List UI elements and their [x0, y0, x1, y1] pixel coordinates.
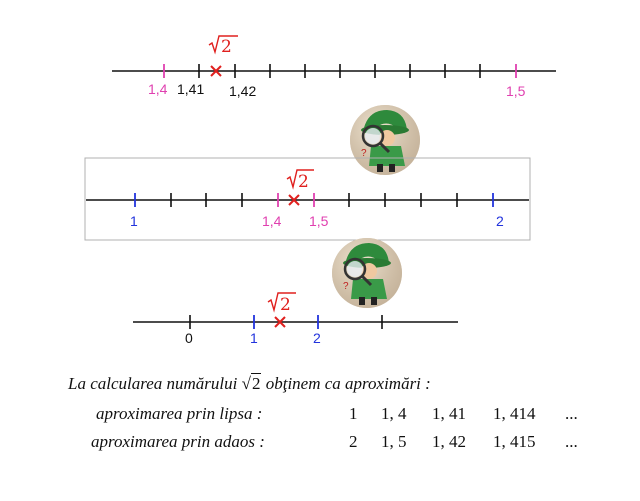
tick-label: 1,5 [506, 83, 526, 99]
lipsa-label: aproximarea prin lipsa : [96, 404, 263, 423]
svg-text:2: 2 [221, 37, 232, 57]
tick-label: 1,41 [177, 81, 204, 97]
adaos-value: 1, 42 [432, 432, 466, 451]
caption-intro: La calcularea numărului √2 obţinem ca ap… [68, 373, 431, 393]
number-line-3: 0 1 2 2 [133, 292, 458, 346]
adaos-value: 1, 5 [381, 432, 407, 451]
tick-label: 1,42 [229, 83, 256, 99]
sqrt-symbol: √2 [241, 373, 262, 393]
sqrt2-marker-3 [274, 316, 286, 328]
detective-icon [330, 236, 404, 310]
tick-label: 0 [185, 330, 193, 346]
tick-label: 2 [313, 330, 321, 346]
number-line-2: 1 1,4 1,5 2 2 [84, 157, 531, 241]
lipsa-value: 1, 4 [381, 404, 407, 423]
adaos-value: 2 [349, 432, 358, 451]
tick-label: 1 [250, 330, 258, 346]
tick-label: 1,4 [148, 81, 168, 97]
number-line-1: 1,4 1,41 1,42 1,5 2 [112, 35, 556, 99]
lipsa-value: ... [565, 404, 578, 423]
adaos-value: 1, 415 [493, 432, 536, 451]
svg-text:2: 2 [298, 172, 309, 192]
svg-text:2: 2 [280, 295, 291, 315]
tick-label: 1,5 [309, 213, 329, 229]
sqrt2-label-3: 2 [267, 292, 296, 315]
sqrt2-label-2: 2 [286, 169, 314, 192]
lipsa-value: 1, 414 [493, 404, 536, 423]
tick-label: 2 [496, 213, 504, 229]
adaos-label: aproximarea prin adaos : [91, 432, 265, 451]
detective-icon [348, 103, 422, 177]
lipsa-value: 1 [349, 404, 358, 423]
tick-label: 1,4 [262, 213, 282, 229]
lipsa-value: 1, 41 [432, 404, 466, 423]
sqrt2-label-1: 2 [208, 35, 238, 57]
sqrt2-marker-1 [210, 65, 222, 77]
tick-label: 1 [130, 213, 138, 229]
adaos-value: ... [565, 432, 578, 451]
sqrt2-marker-2 [288, 194, 300, 206]
